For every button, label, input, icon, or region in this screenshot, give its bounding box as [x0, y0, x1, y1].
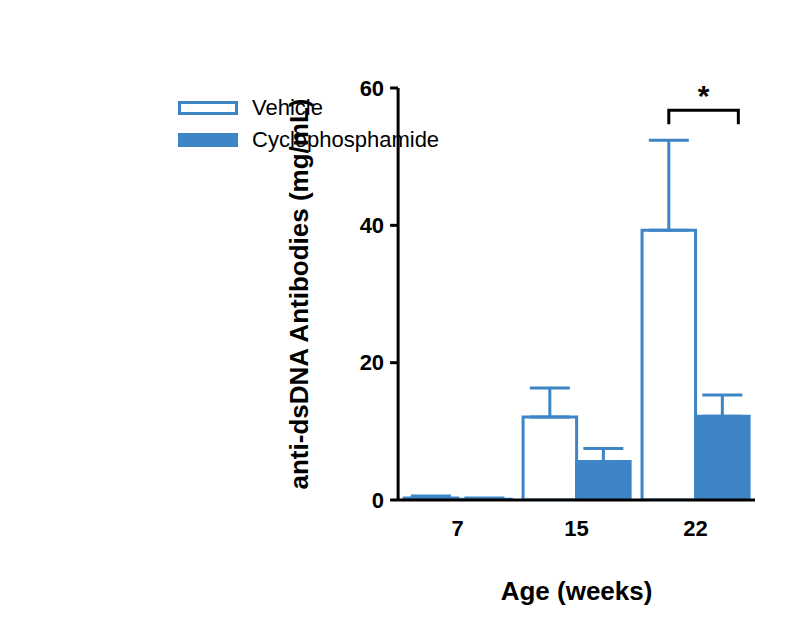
svg-text:7: 7	[451, 516, 463, 541]
svg-text:60: 60	[360, 76, 384, 101]
svg-text:15: 15	[564, 516, 588, 541]
svg-text:40: 40	[360, 213, 384, 238]
svg-text:20: 20	[360, 350, 384, 375]
svg-text:Age (weeks): Age (weeks)	[501, 576, 653, 606]
svg-text:*: *	[698, 79, 710, 112]
svg-text:anti-dsDNA Antibodies (mg/mL): anti-dsDNA Antibodies (mg/mL)	[284, 99, 314, 490]
svg-text:22: 22	[683, 516, 707, 541]
svg-text:0: 0	[372, 488, 384, 513]
